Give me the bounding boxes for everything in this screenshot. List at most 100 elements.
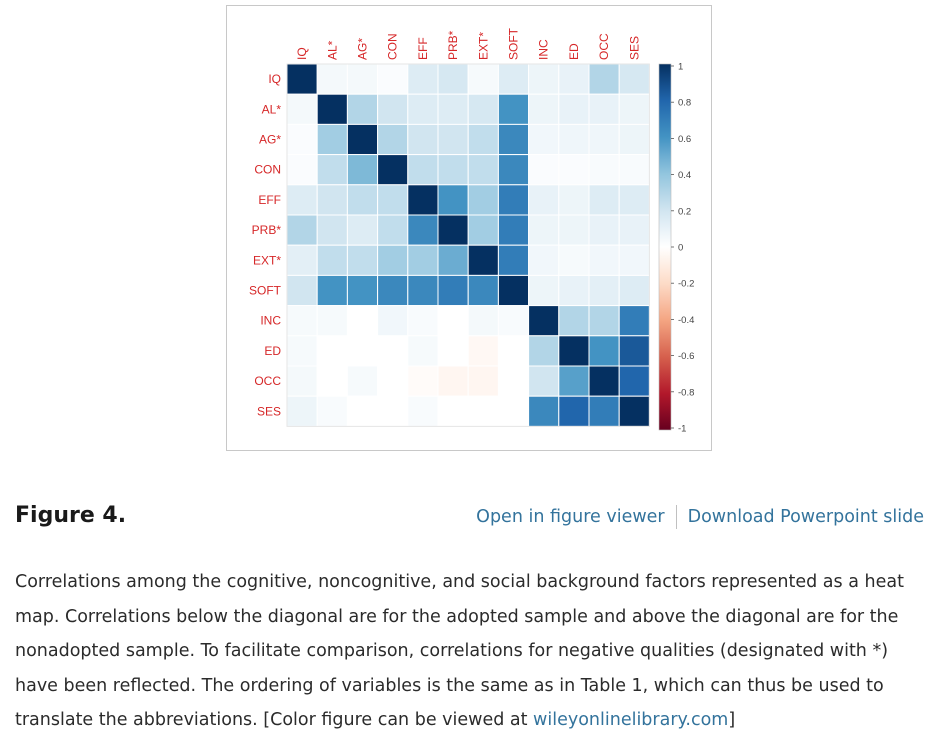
caption-text: Correlations among the cognitive, noncog…	[15, 572, 904, 730]
heatmap-cell	[497, 335, 530, 367]
heatmap-cell	[346, 63, 379, 95]
heatmap-cell	[346, 154, 379, 186]
heatmap-cell	[437, 274, 469, 307]
heatmap-cell	[286, 123, 318, 156]
heatmap-cell	[407, 63, 439, 95]
heatmap-cell	[407, 365, 439, 397]
heatmap-cell	[437, 335, 469, 367]
heatmap-cell	[588, 244, 620, 276]
heatmap-cell	[618, 184, 650, 216]
heatmap-cell	[588, 274, 620, 307]
heatmap-cell	[528, 214, 560, 246]
heatmap-cell	[377, 184, 409, 216]
heatmap-cell	[377, 335, 409, 367]
heatmap-cell	[588, 365, 620, 397]
heatmap-cell	[618, 335, 650, 367]
heatmap-cell	[286, 184, 318, 216]
download-powerpoint-link[interactable]: Download Powerpoint slide	[687, 507, 924, 527]
heatmap-cell	[467, 305, 499, 337]
heatmap-cell	[346, 123, 379, 156]
heatmap-cell	[346, 244, 379, 276]
heatmap-cell	[377, 395, 409, 427]
heatmap-cell	[497, 365, 530, 397]
row-label: SOFT	[249, 284, 282, 298]
wileyonlinelibrary-link[interactable]: wileyonlinelibrary.com	[533, 710, 729, 730]
heatmap-cell	[618, 123, 650, 156]
row-label: OCC	[254, 374, 281, 388]
heatmap-cell	[316, 244, 348, 276]
column-label: PRB*	[446, 30, 460, 60]
heatmap-cell	[528, 365, 560, 397]
heatmap-cell	[377, 305, 409, 337]
figure-heading: Figure 4.	[15, 503, 127, 528]
figure-links: Open in figure viewer Download Powerpoin…	[476, 505, 924, 529]
heatmap-cell	[437, 123, 469, 156]
heatmap-cell	[528, 274, 560, 307]
heatmap-cell	[437, 184, 469, 216]
heatmap-cell	[467, 184, 499, 216]
colorbar-tick-label: 0.8	[678, 98, 691, 109]
heatmap-cell	[467, 274, 499, 307]
heatmap-cell	[588, 123, 620, 156]
heatmap-cell	[467, 395, 499, 427]
heatmap-cell	[558, 365, 590, 397]
heatmap-cell	[407, 184, 439, 216]
heatmap-cell	[618, 305, 650, 337]
heatmap-cell	[437, 305, 469, 337]
column-label: SES	[627, 36, 641, 60]
heatmap-cell	[497, 63, 530, 95]
heatmap-cell	[286, 214, 318, 246]
colorbar-tick-label: 1	[678, 62, 683, 73]
heatmap-cell	[316, 93, 348, 125]
heatmap-cell	[528, 184, 560, 216]
heatmap-cell	[467, 123, 499, 156]
heatmap-cell	[437, 63, 469, 95]
heatmap-cell	[437, 154, 469, 186]
figure-caption: Correlations among the cognitive, noncog…	[15, 565, 927, 738]
heatmap-cell	[286, 395, 318, 427]
heatmap-cell	[346, 395, 379, 427]
heatmap-cell	[286, 365, 318, 397]
heatmap-cell	[588, 154, 620, 186]
heatmap-cell	[588, 63, 620, 95]
heatmap-cell	[528, 63, 560, 95]
heatmap-cell	[497, 184, 530, 216]
heatmap-cell	[407, 214, 439, 246]
heatmap-cell	[407, 395, 439, 427]
heatmap-cell	[558, 335, 590, 367]
heatmap-cell	[377, 365, 409, 397]
row-label: IQ	[268, 72, 281, 86]
heatmap-cell	[437, 214, 469, 246]
heatmap-cell	[286, 63, 318, 95]
heatmap-border	[286, 63, 650, 427]
heatmap-cell	[558, 93, 590, 125]
heatmap-cell	[407, 244, 439, 276]
heatmap-cell	[316, 123, 348, 156]
colorbar-tick-label: 0	[678, 243, 683, 254]
open-figure-viewer-link[interactable]: Open in figure viewer	[476, 507, 665, 527]
colorbar-tick-label: -0.4	[678, 315, 694, 326]
heatmap-cell	[618, 395, 650, 427]
column-label: AL*	[325, 40, 339, 60]
column-label: SOFT	[507, 27, 521, 60]
heatmap-cell	[588, 93, 620, 125]
heatmap-cell	[346, 305, 379, 337]
heatmap-cell	[346, 365, 379, 397]
heatmap-cell	[588, 305, 620, 337]
heatmap-cell	[467, 214, 499, 246]
heatmap-cell	[316, 274, 348, 307]
heatmap-cell	[437, 365, 469, 397]
colorbar-tick-label: 0.2	[678, 206, 691, 217]
heatmap-cell	[558, 214, 590, 246]
heatmap-cell	[558, 274, 590, 307]
heatmap-cell	[286, 93, 318, 125]
row-label: AG*	[259, 133, 281, 147]
column-label: EXT*	[476, 32, 490, 60]
heatmap-cell	[528, 395, 560, 427]
heatmap-cell	[286, 244, 318, 276]
column-label: AG*	[356, 38, 370, 60]
colorbar-tick-label: 0.6	[678, 134, 691, 145]
heatmap-cell	[558, 63, 590, 95]
link-divider	[675, 505, 677, 529]
heatmap-cell	[377, 123, 409, 156]
